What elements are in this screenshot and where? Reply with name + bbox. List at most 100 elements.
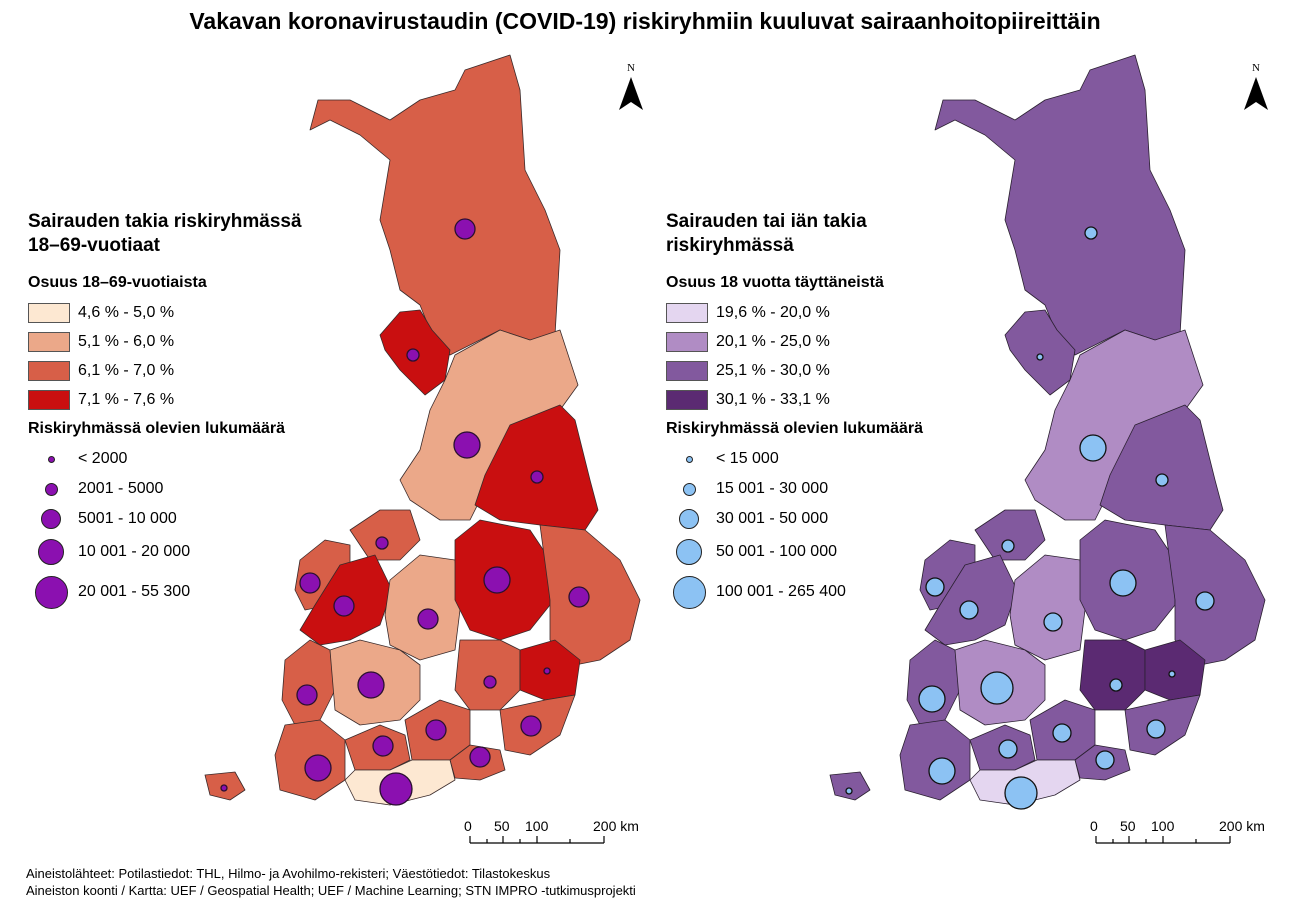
legend-size-label: < 15 000 (716, 450, 779, 467)
legend-swatch (666, 331, 708, 352)
symbol-pohjois-karjala (1195, 591, 1215, 611)
north-label: N (1252, 62, 1260, 74)
legend-size-row: < 2000 (28, 444, 302, 474)
legend-class-row: 7,1 % - 7,6 % (28, 385, 302, 414)
legend-class-label: 4,6 % - 5,0 % (78, 303, 175, 321)
symbol-lansi-pohja (406, 348, 420, 362)
region-ita-savo (454, 639, 521, 711)
legend-heading-line2: riskiryhmässä (666, 235, 794, 256)
symbol-satakunta (296, 684, 318, 706)
symbol-ita-savo (483, 675, 497, 689)
symbol-keski-suomi (417, 608, 439, 630)
legend-size-label: 15 001 - 30 000 (716, 480, 829, 497)
scale-bar-right (1095, 836, 1231, 844)
symbol-paijat-hame (425, 719, 447, 741)
symbol-etela-karjala (1146, 719, 1166, 739)
legend-class-label: 30,1 % - 33,1 % (716, 390, 830, 408)
symbol-kanta-hame (372, 735, 394, 757)
legend-size-row: 30 001 - 50 000 (666, 504, 923, 534)
region-keski-pohjanmaa (974, 509, 1046, 561)
footnote-sources: Aineistolähteet: Potilastiedot: THL, Hil… (26, 866, 551, 881)
symbol-vaasa (299, 572, 321, 594)
legend-left: Sairauden takia riskiryhmässä 18–69-vuot… (28, 210, 302, 614)
legend-class-row: 5,1 % - 6,0 % (28, 327, 302, 356)
scale-label-0: 0 (464, 818, 472, 834)
scale-label-50: 50 (1120, 818, 1136, 834)
legend-size-symbol (41, 509, 61, 529)
legend-size-label: 50 001 - 100 000 (716, 543, 837, 560)
legend-class-label: 6,1 % - 7,0 % (78, 361, 175, 379)
legend-class-row: 25,1 % - 30,0 % (666, 356, 923, 385)
legend-size-symbol (672, 575, 706, 609)
scale-label-100: 100 (525, 818, 549, 834)
legend-count-title: Riskiryhmässä olevien lukumäärä (28, 420, 286, 437)
legend-size-symbol (47, 455, 55, 463)
symbol-pohjois-savo (483, 566, 511, 594)
legend-size-row: 20 001 - 55 300 (28, 570, 302, 614)
legend-size-label: 2001 - 5000 (78, 480, 164, 497)
symbol-etela-pohjanmaa (959, 600, 979, 620)
symbol-etela-savo (1168, 670, 1176, 678)
legend-size-label: 20 001 - 55 300 (78, 583, 191, 600)
symbol-keski-pohjanmaa (375, 536, 389, 550)
region-ita-savo (1079, 639, 1146, 711)
symbol-pohjois-pohjanmaa (453, 431, 481, 459)
legend-size-symbol (682, 482, 696, 496)
legend-class-row: 6,1 % - 7,0 % (28, 356, 302, 385)
symbol-lappi (454, 218, 476, 240)
legend-class-label: 7,1 % - 7,6 % (78, 390, 175, 408)
symbol-keski-suomi (1043, 612, 1063, 632)
symbol-etela-karjala (520, 715, 542, 737)
north-arrow-left: N (619, 62, 643, 110)
legend-class-row: 30,1 % - 33,1 % (666, 385, 923, 414)
legend-class-label: 5,1 % - 6,0 % (78, 332, 175, 350)
symbol-pirkanmaa (357, 671, 385, 699)
symbol-ahvenanmaa (220, 784, 228, 792)
symbol-kymenlaakso (469, 746, 491, 768)
symbol-paijat-hame (1052, 723, 1072, 743)
legend-size-symbol (34, 575, 68, 609)
legend-size-row: < 15 000 (666, 444, 923, 474)
legend-size-row: 100 001 - 265 400 (666, 570, 923, 614)
legend-size-symbol (679, 509, 699, 529)
legend-class-row: 20,1 % - 25,0 % (666, 327, 923, 356)
region-keski-pohjanmaa (349, 509, 421, 561)
legend-share-title: Osuus 18–69-vuotiaista (28, 274, 207, 291)
legend-class-label: 25,1 % - 30,0 % (716, 361, 830, 379)
symbol-kainuu (530, 470, 544, 484)
legend-size-symbol (685, 455, 693, 463)
legend-class-label: 19,6 % - 20,0 % (716, 303, 830, 321)
legend-class-label: 20,1 % - 25,0 % (716, 332, 830, 350)
north-label: N (627, 62, 635, 74)
symbol-ahvenanmaa (845, 787, 853, 795)
legend-swatch (666, 302, 708, 323)
scale-label-200: 200 km (593, 818, 639, 834)
legend-swatch (666, 360, 708, 381)
legend-size-row: 50 001 - 100 000 (666, 534, 923, 570)
region-keski-suomi (1009, 554, 1086, 661)
north-arrow-right: N (1244, 62, 1268, 110)
left-symbols (220, 218, 590, 806)
legend-size-label: < 2000 (78, 450, 128, 467)
region-pohjois-karjala (1164, 524, 1266, 666)
right-symbols (845, 226, 1215, 810)
scale-label-0: 0 (1090, 818, 1098, 834)
region-lansi-pohja (1004, 309, 1076, 396)
legend-swatch (28, 302, 70, 323)
legend-heading-line1: Sairauden takia riskiryhmässä (28, 211, 302, 232)
symbol-pohjois-karjala (568, 586, 590, 608)
legend-size-label: 30 001 - 50 000 (716, 510, 829, 527)
symbol-keski-pohjanmaa (1001, 539, 1015, 553)
footnote-credits: Aineiston koonti / Kartta: UEF / Geospat… (26, 883, 636, 898)
legend-heading-line2: 18–69-vuotiaat (28, 235, 161, 256)
symbol-lansi-pohja (1036, 353, 1044, 361)
region-pohjois-karjala (539, 524, 641, 666)
symbol-varsinais-suomi (928, 757, 956, 785)
legend-swatch (28, 331, 70, 352)
legend-swatch (666, 389, 708, 410)
scale-label-100: 100 (1151, 818, 1175, 834)
symbol-pohjois-savo (1109, 569, 1137, 597)
region-lappi (934, 54, 1186, 356)
symbol-etela-pohjanmaa (333, 595, 355, 617)
